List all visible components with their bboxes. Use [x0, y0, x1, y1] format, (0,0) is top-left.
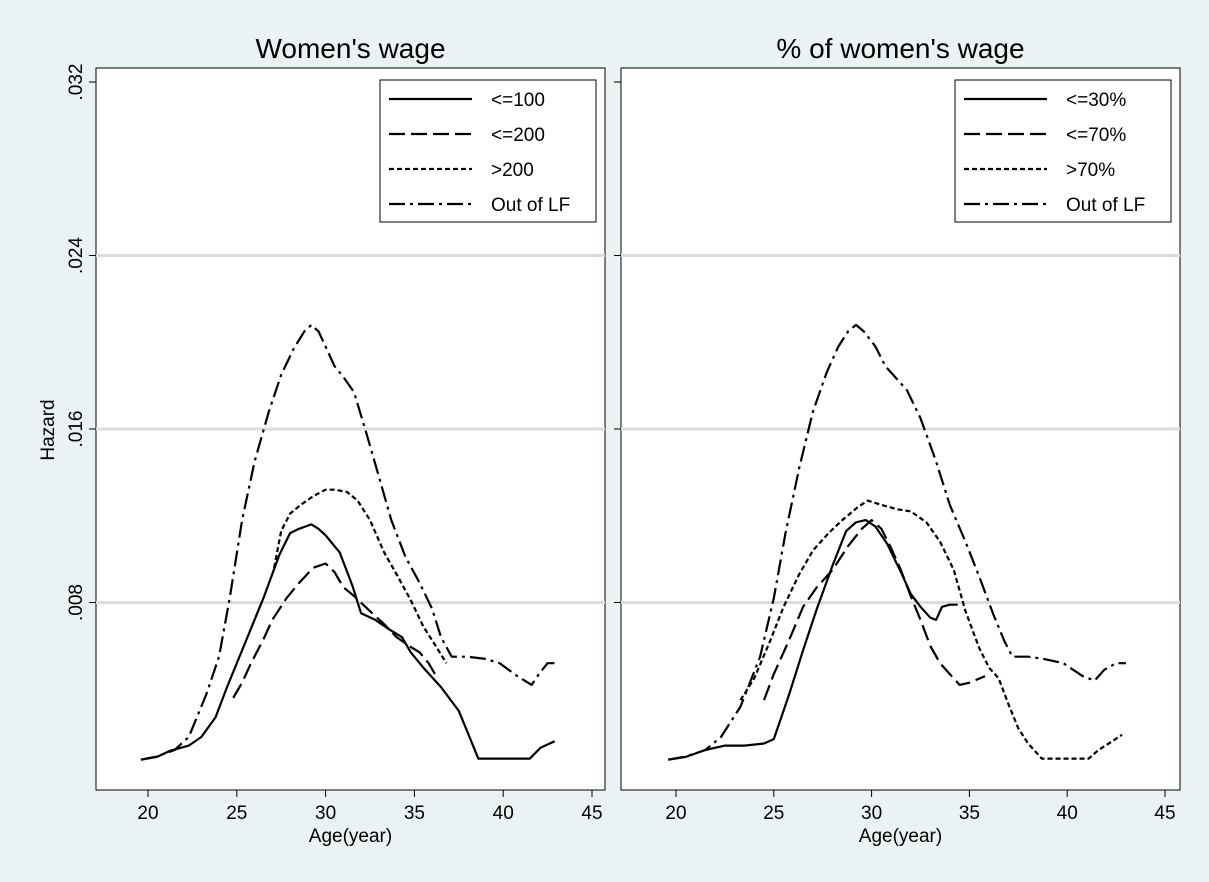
- legend: <=30% <=70% >70% Out of LF: [954, 79, 1172, 223]
- x-tick-label: 25: [763, 803, 784, 824]
- x-tick-label: 20: [137, 803, 158, 824]
- x-tick-label: 35: [404, 803, 425, 824]
- legend-box: [954, 79, 1172, 223]
- legend-entry: Out of LF: [1066, 195, 1145, 216]
- panel-percent-womens-wage: 20 25 30 35 40 45 Age(year) % of women's wage <=…: [614, 33, 1181, 847]
- series-line-dashdot: [668, 323, 1126, 761]
- x-tick-label: 45: [581, 803, 602, 824]
- y-tick-label: .016: [66, 411, 87, 448]
- y-tick-label: .024: [66, 237, 87, 274]
- x-axis-label: Age(year): [859, 826, 942, 847]
- legend-entry: <=70%: [1066, 125, 1126, 146]
- series-line-dashed: [762, 519, 986, 701]
- x-tick-label: 40: [493, 803, 514, 824]
- series-line-solid: [668, 519, 958, 761]
- legend-box: [379, 79, 597, 223]
- series-line-dotted: [273, 488, 448, 664]
- x-axis-label: Age(year): [309, 826, 392, 847]
- legend-entry: <=100: [491, 90, 545, 111]
- x-tick-label: 25: [226, 803, 247, 824]
- x-tick-label: 40: [1057, 803, 1078, 824]
- x-tick-label: 35: [959, 803, 980, 824]
- y-tick-label: .032: [66, 64, 87, 101]
- legend-entry: <=200: [491, 125, 545, 146]
- x-tick-label: 30: [315, 803, 336, 824]
- chart-title: Women's wage: [255, 33, 445, 64]
- x-tick-label: 20: [665, 803, 686, 824]
- legend-entry: Out of LF: [491, 195, 570, 216]
- chart-title: % of women's wage: [776, 33, 1024, 64]
- legend-entry: <=30%: [1066, 90, 1126, 111]
- series-line-dashdot: [140, 323, 557, 761]
- x-tick-label: 45: [1154, 803, 1175, 824]
- y-axis-label: Hazard: [38, 399, 59, 460]
- x-tick-label: 30: [861, 803, 882, 824]
- legend-entry: >70%: [1066, 160, 1115, 181]
- series-line-dotted: [739, 499, 1123, 760]
- legend-entry: >200: [491, 160, 534, 181]
- series-line-dashed: [232, 562, 439, 699]
- series-line-solid: [140, 523, 556, 761]
- panel-womens-wage: .008 .016 .024 .032 20 25 30 35 40 45 Age(year) Haz…: [38, 33, 606, 847]
- y-tick-label: .008: [66, 584, 87, 621]
- legend: <=100 <=200 >200 Out of LF: [379, 79, 597, 223]
